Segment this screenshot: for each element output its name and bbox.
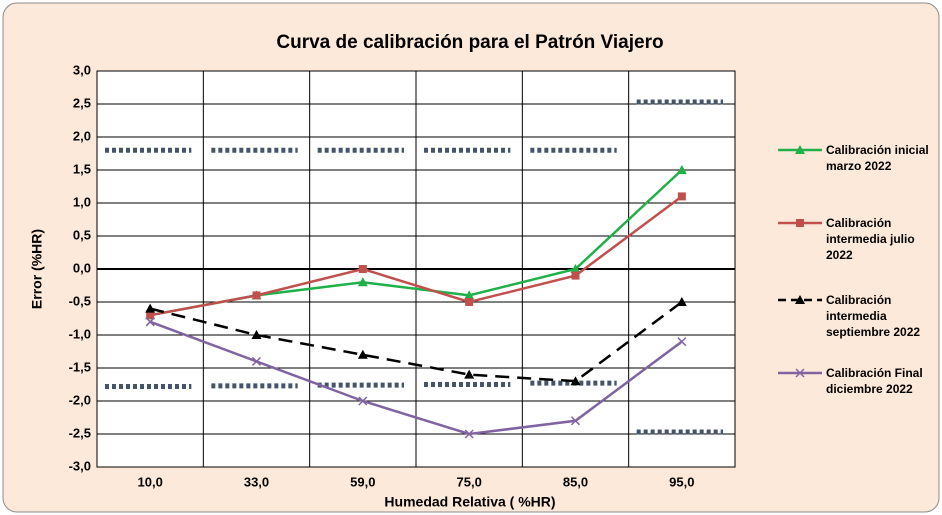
y-tick-label: 2,0 — [73, 128, 91, 143]
marker-stroke — [795, 368, 805, 378]
series-line — [149, 195, 683, 317]
y-tick-label: 0,5 — [73, 227, 91, 242]
marker-stroke — [145, 317, 155, 327]
marker — [677, 337, 687, 347]
y-tick-label: -1,5 — [69, 359, 91, 374]
y-tick-label: 2,5 — [73, 95, 91, 110]
x-tick-label: 75,0 — [457, 474, 482, 489]
y-tick-label: -2,0 — [69, 392, 91, 407]
marker — [464, 369, 475, 379]
y-tick-label: -3,0 — [69, 458, 91, 473]
legend-label: Calibración Final diciembre 2022 — [826, 366, 923, 396]
marker — [676, 165, 687, 174]
marker — [251, 330, 262, 339]
x-tick-label: 10,0 — [138, 474, 163, 489]
y-tick-label: 0,0 — [73, 260, 91, 275]
marker — [358, 396, 368, 406]
x-axis-label: Humedad Relativa ( %HR) — [384, 494, 555, 510]
y-tick-label: 3,0 — [73, 62, 91, 77]
marker — [146, 311, 155, 320]
plot-border — [96, 70, 736, 468]
x-tick-label: 95,0 — [669, 474, 694, 489]
marker — [570, 264, 581, 273]
y-tick-label: -0,5 — [69, 293, 91, 308]
x-tick-label: 85,0 — [563, 474, 588, 489]
marker-stroke — [570, 416, 581, 426]
legend-label: Calibración inicial marzo 2022 — [826, 143, 929, 173]
marker-stroke — [251, 356, 262, 366]
y-axis-label: Error (%HR) — [29, 229, 45, 309]
marker — [465, 298, 474, 306]
marker-stroke — [677, 337, 687, 347]
marker — [795, 145, 805, 154]
y-tick-label: 1,0 — [73, 194, 91, 209]
marker — [145, 303, 156, 313]
marker — [676, 297, 687, 306]
marker — [796, 219, 804, 227]
marker — [358, 265, 367, 273]
series-line — [149, 300, 683, 383]
marker — [252, 291, 261, 300]
x-tick-label: 33,0 — [244, 474, 269, 489]
marker-stroke — [464, 429, 474, 439]
marker — [570, 376, 581, 386]
y-tick-label: 1,5 — [73, 161, 91, 176]
y-tick-label: -1,0 — [69, 326, 91, 341]
marker — [795, 295, 805, 304]
x-tick-label: 59,0 — [350, 474, 375, 489]
marker — [251, 356, 262, 366]
marker — [464, 290, 475, 300]
marker — [357, 277, 368, 287]
marker — [795, 368, 805, 378]
y-tick-label: -2,5 — [69, 425, 91, 440]
marker — [570, 416, 581, 426]
marker — [145, 317, 155, 327]
marker-stroke — [358, 396, 368, 406]
legend-label: Calibración intermedia julio 2022 — [826, 216, 915, 262]
chart-title: Curva de calibración para el Patrón Viaj… — [276, 32, 663, 53]
marker — [357, 349, 368, 359]
marker — [464, 429, 474, 439]
marker — [677, 192, 686, 201]
legend-label: Calibración intermedia septiembre 2022 — [826, 293, 921, 339]
series-line — [149, 320, 683, 436]
marker — [571, 271, 580, 280]
